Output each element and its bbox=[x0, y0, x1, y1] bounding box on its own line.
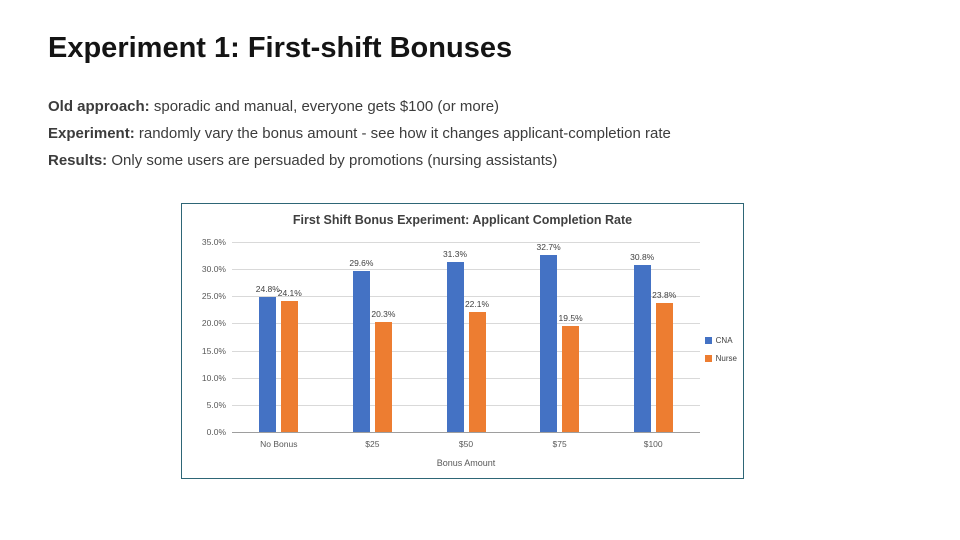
intro-line-experiment: Experiment: randomly vary the bonus amou… bbox=[48, 120, 671, 147]
plot-area: 0.0% 5.0% 10.0% 15.0% 20.0% 25.0% 30.0% 35.0% 24… bbox=[202, 237, 700, 449]
bar-cna bbox=[352, 271, 370, 432]
bar-value-label: 29.6% bbox=[349, 258, 374, 269]
gridline bbox=[232, 242, 700, 243]
bar-nurse bbox=[374, 321, 392, 432]
bar-value-label: 24.8% bbox=[255, 284, 280, 295]
bar-value-label: 30.8% bbox=[630, 251, 655, 262]
bar-nurse bbox=[281, 301, 299, 432]
bar-nurse bbox=[562, 326, 580, 432]
legend-label: Nurse bbox=[715, 354, 737, 363]
bar-cna bbox=[540, 254, 558, 432]
bar-nurse bbox=[655, 302, 673, 432]
gridline bbox=[232, 269, 700, 271]
bar-value-label: 32.7% bbox=[536, 241, 561, 252]
intro-line-old-approach: Old approach: sporadic and manual, every… bbox=[48, 93, 671, 120]
bar-chart: First Shift Bonus Experiment: Applicant … bbox=[181, 203, 744, 479]
intro-line-label: Results: bbox=[48, 152, 108, 169]
bar-value-label: 22.1% bbox=[464, 299, 490, 310]
legend-label: CNA bbox=[715, 336, 733, 345]
x-tick-label: $50 bbox=[458, 439, 474, 449]
gridline bbox=[232, 404, 700, 406]
y-tick-label: 25.0% bbox=[201, 291, 226, 302]
gridline bbox=[232, 377, 700, 379]
bar-cna bbox=[259, 297, 277, 432]
y-tick-label: 20.0% bbox=[201, 318, 226, 329]
x-tick-label: $75 bbox=[552, 439, 567, 449]
x-tick-label: $25 bbox=[365, 439, 380, 449]
gridline bbox=[232, 432, 700, 433]
intro-line-label: Old approach: bbox=[48, 98, 150, 115]
bar-value-label: 23.8% bbox=[652, 289, 677, 300]
legend-item-nurse: Nurse bbox=[704, 354, 737, 363]
slide-title: Experiment 1: First-shift Bonuses bbox=[48, 32, 513, 64]
y-tick-label: 0.0% bbox=[206, 427, 226, 437]
y-tick-label: 10.0% bbox=[201, 372, 226, 383]
chart-legend: CNA Nurse bbox=[704, 336, 737, 363]
gridline bbox=[232, 296, 700, 298]
x-tick-label: No Bonus bbox=[260, 439, 298, 449]
gridline bbox=[232, 350, 700, 352]
legend-item-cna: CNA bbox=[704, 336, 737, 345]
intro-text: Old approach: sporadic and manual, every… bbox=[48, 93, 671, 174]
bar-nurse bbox=[468, 312, 486, 432]
chart-title: First Shift Bonus Experiment: Applicant … bbox=[292, 213, 633, 227]
intro-line-text: Only some users are persuaded by promoti… bbox=[107, 152, 558, 169]
bar-value-label: 31.3% bbox=[442, 249, 468, 260]
intro-line-text: randomly vary the bonus amount - see how… bbox=[134, 125, 671, 142]
y-tick-label: 35.0% bbox=[201, 237, 226, 247]
bar-value-label: 19.5% bbox=[558, 313, 583, 324]
gridline bbox=[232, 323, 700, 325]
bar-cna bbox=[633, 264, 651, 432]
intro-line-label: Experiment: bbox=[48, 125, 135, 142]
x-tick-label: $100 bbox=[643, 439, 663, 449]
legend-swatch bbox=[704, 355, 712, 362]
y-tick-label: 15.0% bbox=[201, 345, 226, 356]
bar-value-label: 24.1% bbox=[277, 288, 302, 299]
y-tick-label: 30.0% bbox=[201, 264, 226, 275]
intro-line-results: Results: Only some users are persuaded b… bbox=[48, 147, 671, 174]
bar-cna bbox=[446, 262, 464, 432]
x-axis-title: Bonus Amount bbox=[436, 458, 496, 468]
y-tick-label: 5.0% bbox=[206, 399, 226, 410]
legend-swatch bbox=[704, 337, 712, 344]
intro-line-text: sporadic and manual, everyone gets $100 … bbox=[149, 98, 500, 115]
bar-value-label: 20.3% bbox=[371, 308, 396, 319]
